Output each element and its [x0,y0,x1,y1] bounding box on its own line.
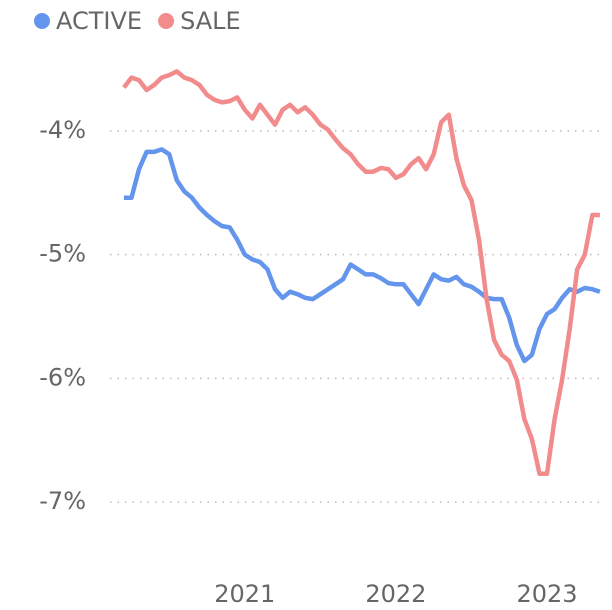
line-series [123,147,601,364]
y-tick-label: -7% [39,487,86,515]
legend-label: ACTIVE [56,7,142,35]
legend-swatch [34,13,50,29]
x-tick-label: 2021 [214,580,275,608]
legend-label: SALE [180,7,241,35]
y-tick-label: -4% [39,116,86,144]
y-tick-label: -5% [39,240,86,268]
line-series [122,69,600,476]
y-tick-label: -6% [39,363,86,391]
legend-swatch [158,13,175,29]
x-tick-label: 2023 [516,580,577,608]
x-tick-label: 2022 [365,580,426,608]
